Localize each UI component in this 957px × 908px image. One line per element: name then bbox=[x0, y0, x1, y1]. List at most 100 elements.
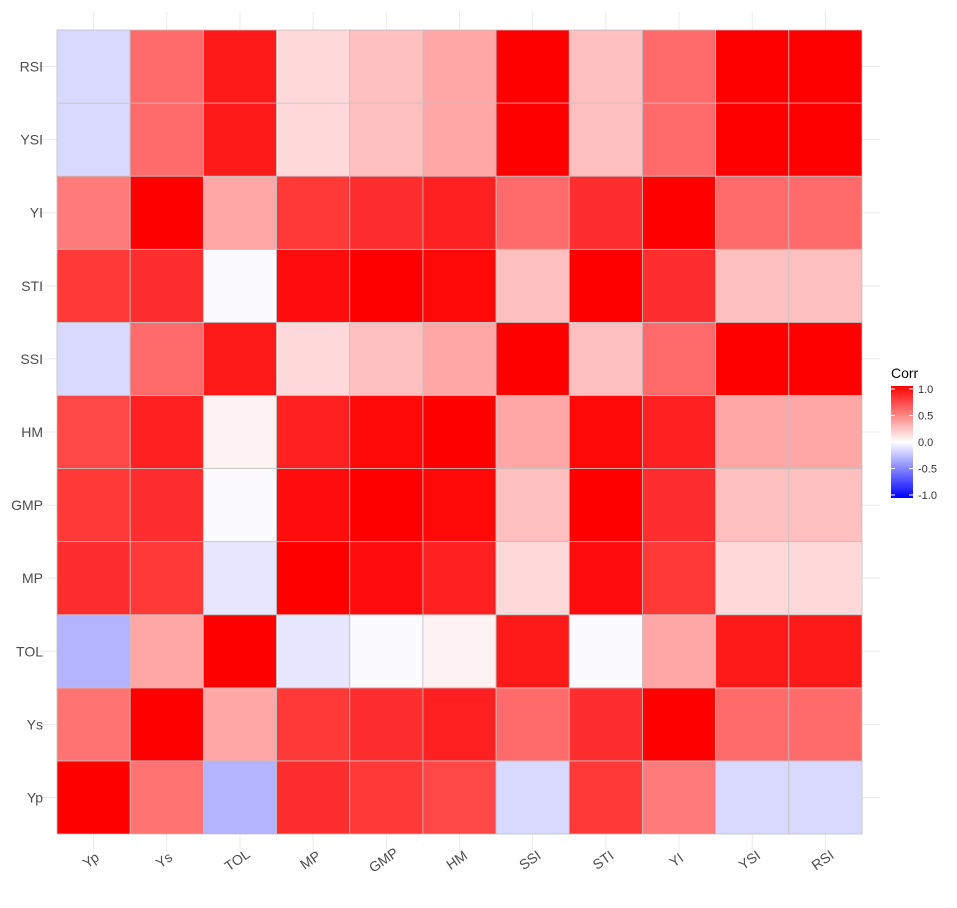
heatmap-cell-hm-mp bbox=[276, 395, 351, 469]
heatmap-cell-hm-ysi bbox=[715, 395, 790, 469]
heatmap-cell-ysi-sti bbox=[568, 102, 643, 177]
heatmap-cell-ssi-hm bbox=[422, 321, 497, 396]
heatmap-cell-tol-hm bbox=[422, 614, 497, 689]
heatmap-cell-ssi-mp bbox=[276, 321, 351, 396]
heatmap-cell-gmp-ys bbox=[129, 468, 204, 543]
heatmap-cell-yp-tol bbox=[202, 760, 277, 835]
heatmap-cell-ys-ssi bbox=[495, 687, 570, 762]
heatmap-cell-hm-tol bbox=[202, 395, 277, 469]
x-tick-label: HM bbox=[443, 847, 470, 873]
y-tick-label: MP bbox=[22, 570, 43, 586]
legend-tick-label: -1.0 bbox=[918, 490, 937, 502]
heatmap-cell-yp-gmp bbox=[349, 760, 424, 835]
heatmap-cell-rsi-rsi bbox=[788, 29, 863, 104]
x-tick-label: YSI bbox=[736, 847, 764, 873]
heatmap-cell-ys-tol bbox=[202, 687, 277, 762]
heatmap-cell-ssi-yi bbox=[642, 321, 717, 396]
heatmap-cell-yi-yi bbox=[642, 175, 717, 250]
heatmap-cell-tol-yp bbox=[56, 614, 131, 689]
heatmap-cell-ysi-yi bbox=[642, 102, 717, 177]
heatmap-cell-ssi-yp bbox=[56, 321, 131, 396]
heatmap-cell-yi-ys bbox=[129, 175, 204, 250]
heatmap-cell-hm-sti bbox=[568, 395, 643, 469]
heatmap-cell-hm-gmp bbox=[349, 395, 424, 469]
legend-tick-label: 1.0 bbox=[918, 384, 933, 396]
heatmap-cell-sti-ysi bbox=[715, 248, 790, 323]
heatmap-cell-rsi-ssi bbox=[495, 29, 570, 104]
heatmap-cell-mp-hm bbox=[422, 541, 497, 616]
heatmap-cell-rsi-sti bbox=[568, 29, 643, 104]
heatmap-cell-rsi-yi bbox=[642, 29, 717, 104]
heatmap-cell-rsi-tol bbox=[202, 29, 277, 104]
heatmap-cell-hm-ys bbox=[129, 395, 204, 469]
y-tick-label: YSI bbox=[20, 132, 43, 148]
heatmap-cell-ys-rsi bbox=[788, 687, 863, 762]
heatmap-cell-sti-yi bbox=[642, 248, 717, 323]
heatmap-cell-hm-rsi bbox=[788, 395, 863, 469]
heatmap-cell-ssi-rsi bbox=[788, 321, 863, 396]
heatmap-cell-gmp-ssi bbox=[495, 468, 570, 543]
heatmap-cell-gmp-yi bbox=[642, 468, 717, 543]
heatmap-cell-ysi-ysi bbox=[715, 102, 790, 177]
heatmap-cell-yp-yi bbox=[642, 760, 717, 835]
x-tick-label: Ys bbox=[153, 849, 176, 871]
y-tick-label: TOL bbox=[16, 643, 43, 659]
y-tick-label: RSI bbox=[20, 59, 43, 75]
heatmap-cell-hm-yp bbox=[56, 395, 131, 469]
heatmap-cell-ysi-mp bbox=[276, 102, 351, 177]
heatmap-cell-ys-mp bbox=[276, 687, 351, 762]
heatmap-cell-tol-mp bbox=[276, 614, 351, 689]
heatmap-cell-rsi-hm bbox=[422, 29, 497, 104]
heatmap-cell-ysi-gmp bbox=[349, 102, 424, 177]
heatmap-cell-sti-rsi bbox=[788, 248, 863, 323]
heatmap-cell-sti-hm bbox=[422, 248, 497, 323]
x-axis-tick-labels: Yp Ys TOL MP GMP HM SSI STI YI YSI RSI bbox=[80, 844, 837, 875]
heatmap-cell-yi-yp bbox=[56, 175, 131, 250]
heatmap-cell-mp-gmp bbox=[349, 541, 424, 616]
heatmap-cell-gmp-yp bbox=[56, 468, 131, 543]
x-tick-label: Yp bbox=[80, 849, 103, 871]
heatmap-cell-hm-hm bbox=[422, 395, 497, 469]
heatmap-cell-yi-rsi bbox=[788, 175, 863, 250]
color-legend: Corr 1.0 0.5 0.0 -0.5 -1.0 bbox=[891, 365, 937, 502]
heatmap-cell-hm-yi bbox=[642, 395, 717, 469]
x-tick-label: MP bbox=[297, 847, 323, 872]
heatmap-cell-yp-sti bbox=[568, 760, 643, 835]
heatmap-cell-yi-gmp bbox=[349, 175, 424, 250]
heatmap-cell-yp-hm bbox=[422, 760, 497, 835]
heatmap-cell-gmp-mp bbox=[276, 468, 351, 543]
heatmap-cell-rsi-ysi bbox=[715, 29, 790, 104]
legend-tick-label: 0.0 bbox=[918, 437, 933, 449]
x-tick-label: STI bbox=[589, 847, 616, 873]
heatmap-cell-yi-hm bbox=[422, 175, 497, 250]
heatmap-cell-mp-ysi bbox=[715, 541, 790, 616]
heatmap-cell-tol-yi bbox=[642, 614, 717, 689]
heatmap-cell-yi-mp bbox=[276, 175, 351, 250]
heatmap-cell-ssi-sti bbox=[568, 321, 643, 396]
heatmap-cell-gmp-tol bbox=[202, 468, 277, 543]
heatmap-cell-tol-tol bbox=[202, 614, 277, 689]
heatmap-cell-mp-ys bbox=[129, 541, 204, 616]
heatmap-cell-tol-gmp bbox=[349, 614, 424, 689]
heatmap-cell-rsi-yp bbox=[56, 29, 131, 104]
legend-tick-label: 0.5 bbox=[918, 411, 933, 423]
heatmap-cell-yi-tol bbox=[202, 175, 277, 250]
heatmap-cell-ys-sti bbox=[568, 687, 643, 762]
y-tick-label: HM bbox=[21, 424, 43, 440]
heatmap-cell-ssi-ysi bbox=[715, 321, 790, 396]
heatmap-cell-yi-sti bbox=[568, 175, 643, 250]
heatmap-cell-tol-sti bbox=[568, 614, 643, 689]
heatmap-cell-gmp-rsi bbox=[788, 468, 863, 543]
heatmap-cell-ysi-hm bbox=[422, 102, 497, 177]
heatmap-cell-sti-yp bbox=[56, 248, 131, 323]
heatmap-cell-yp-yp bbox=[56, 760, 131, 835]
heatmap-cell-sti-sti bbox=[568, 248, 643, 323]
legend-color-bar bbox=[891, 386, 913, 498]
heatmap-cell-ysi-yp bbox=[56, 102, 131, 177]
heatmap-cell-sti-ssi bbox=[495, 248, 570, 323]
x-tick-label: TOL bbox=[221, 845, 252, 874]
heatmap-cell-ssi-ys bbox=[129, 321, 204, 396]
heatmap-cell-sti-mp bbox=[276, 248, 351, 323]
y-tick-label: YI bbox=[30, 205, 43, 221]
heatmap-cell-mp-rsi bbox=[788, 541, 863, 616]
